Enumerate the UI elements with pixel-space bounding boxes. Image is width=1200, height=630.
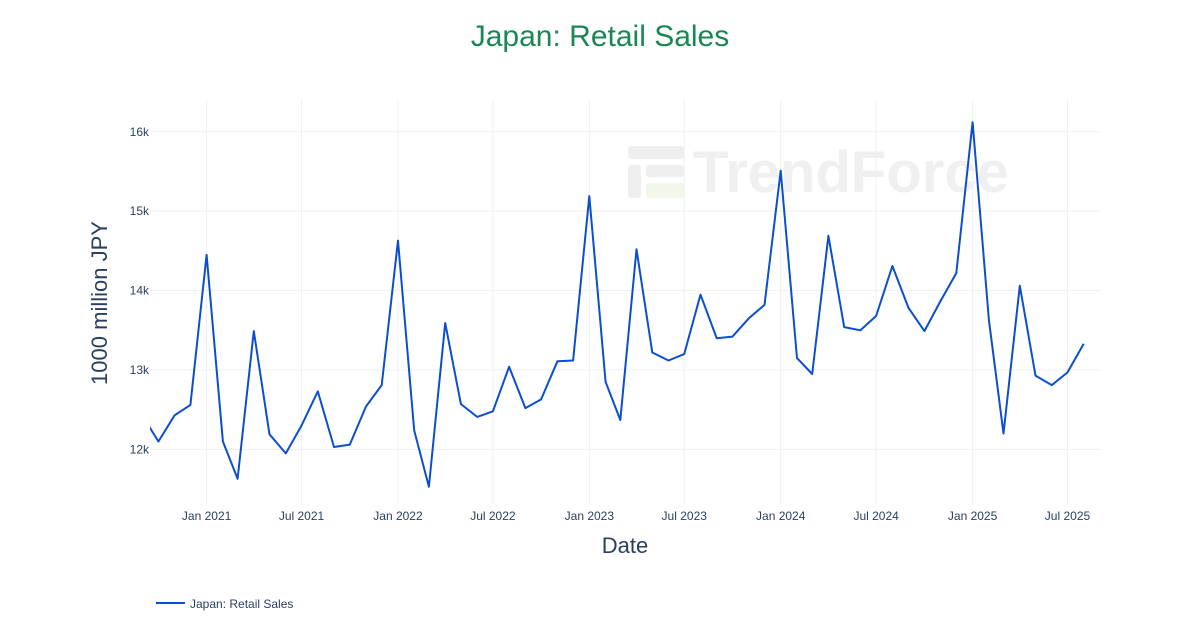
y-tick-label: 15k [130, 204, 150, 218]
x-tick-label: Jan 2022 [373, 509, 423, 523]
x-tick-label: Jan 2024 [756, 509, 806, 523]
x-axis-ticks: Jan 2021 Jul 2021 Jan 2022 Jul 2022 Jan 2023… [182, 509, 1091, 523]
y-axis-title: 1000 million JPY [87, 221, 112, 385]
y-tick-label: 16k [130, 125, 150, 139]
y-tick-label: 13k [130, 363, 150, 377]
x-tick-label: Jul 2021 [279, 509, 325, 523]
x-tick-label: Jan 2023 [565, 509, 615, 523]
x-tick-label: Jul 2025 [1045, 509, 1091, 523]
watermark-logo-bar-bottom [646, 183, 684, 198]
x-tick-label: Jul 2024 [853, 509, 899, 523]
series-line-retail-sales[interactable] [143, 121, 1085, 488]
y-axis-ticks: 12k 13k 14k 15k 16k [130, 125, 150, 457]
watermark-logo-bar-left [628, 165, 641, 198]
x-tick-label: Jul 2023 [662, 509, 708, 523]
watermark-logo-bar-top [628, 146, 684, 159]
watermark-logo-bar-mid [646, 165, 684, 177]
legend[interactable]: Japan: Retail Sales [156, 597, 293, 611]
x-tick-label: Jan 2025 [948, 509, 998, 523]
y-tick-label: 12k [130, 442, 150, 456]
y-tick-label: 14k [130, 284, 150, 298]
watermark-text: TrendForce [693, 140, 1009, 205]
legend-label: Japan: Retail Sales [190, 597, 293, 611]
series-layer [143, 121, 1085, 488]
x-tick-label: Jan 2021 [182, 509, 232, 523]
x-axis-title: Date [602, 533, 648, 558]
trendforce-watermark: TrendForce [628, 140, 1009, 205]
x-tick-label: Jul 2022 [470, 509, 516, 523]
chart-title: Japan: Retail Sales [470, 20, 730, 53]
